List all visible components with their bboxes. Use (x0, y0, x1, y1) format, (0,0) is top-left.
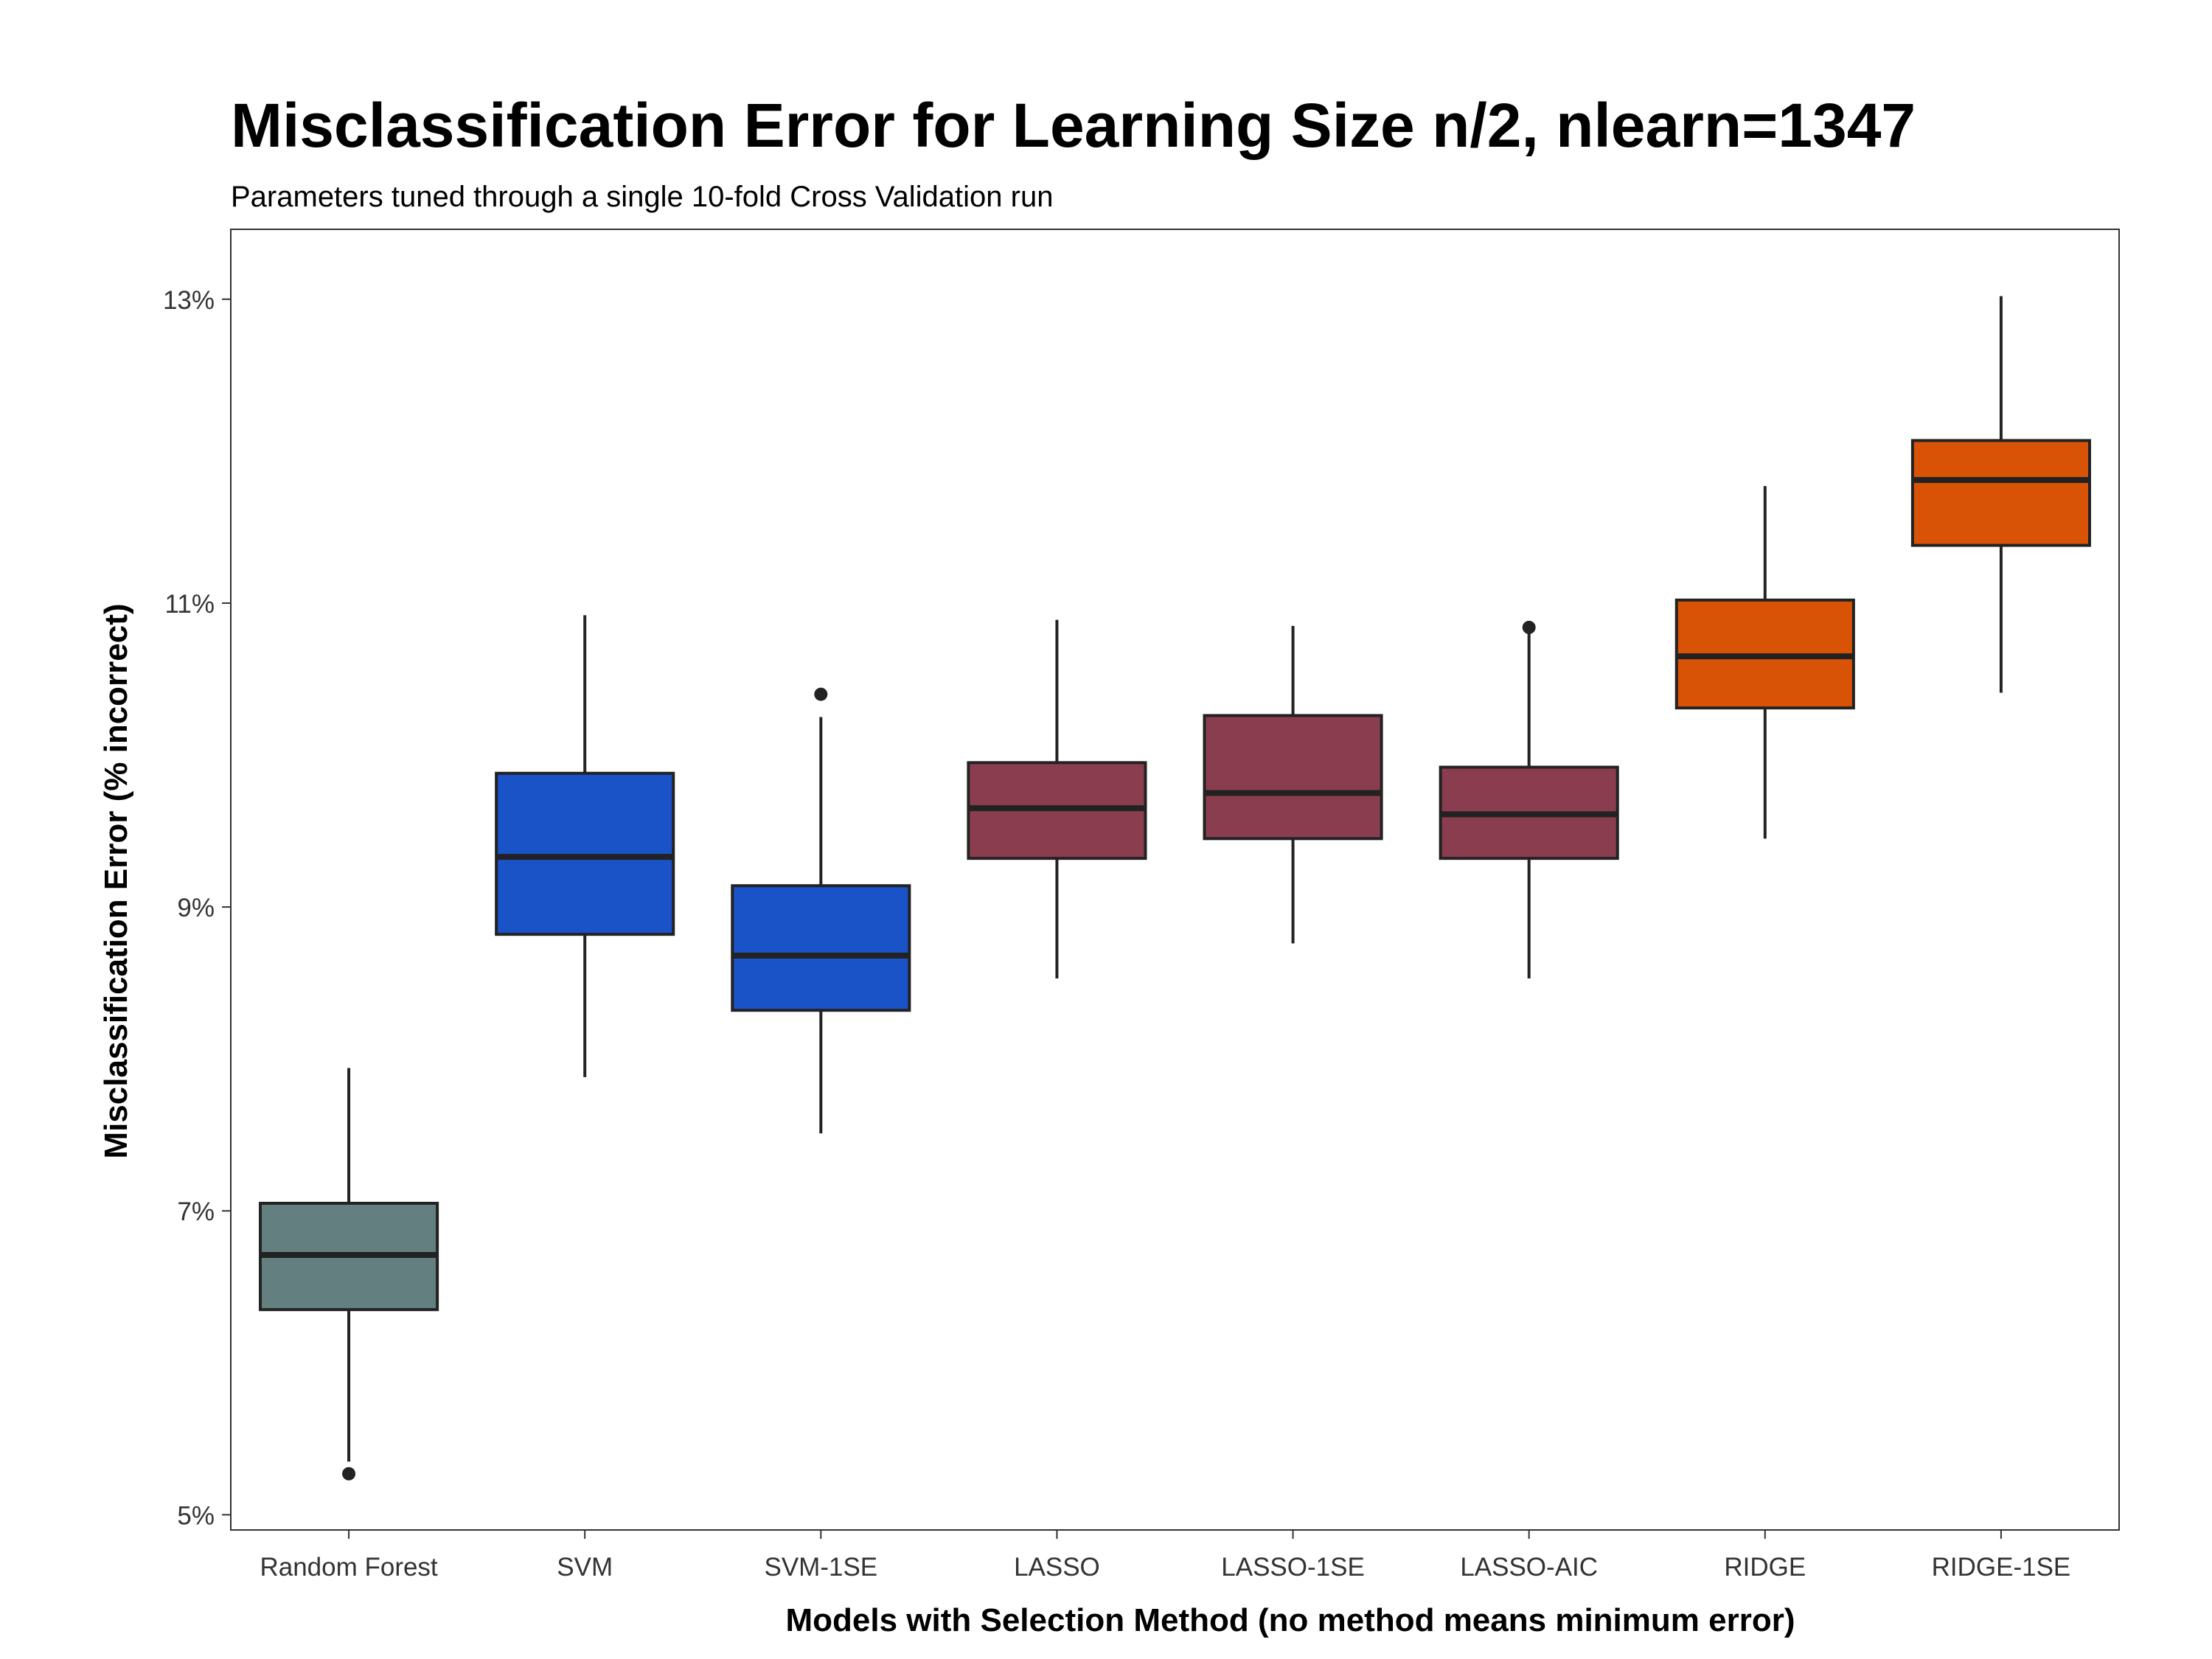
chart-subtitle: Parameters tuned through a single 10-fol… (231, 181, 1054, 213)
y-tick-label: 5% (177, 1501, 215, 1530)
x-tick-label: LASSO (1014, 1553, 1100, 1582)
outlier-point (814, 687, 828, 701)
y-tick-label: 11% (165, 590, 215, 619)
x-axis-label: Models with Selection Method (no method … (785, 1602, 1795, 1638)
x-tick-label: Random Forest (260, 1553, 437, 1582)
x-tick-label: RIDGE (1724, 1553, 1806, 1582)
box (495, 771, 675, 936)
plot-panel-border (230, 229, 2120, 1531)
outlier-point (342, 1467, 356, 1481)
chart-title: Misclassification Error for Learning Siz… (231, 91, 1916, 160)
x-tick-label: LASSO-1SE (1221, 1553, 1365, 1582)
x-tick-label: RIDGE-1SE (1932, 1553, 2071, 1582)
x-tick-label: SVM-1SE (764, 1553, 877, 1582)
x-tick-label: SVM (557, 1553, 613, 1582)
x-tick-label: LASSO-AIC (1460, 1553, 1598, 1582)
box (1203, 714, 1383, 841)
y-tick-label: 13% (163, 286, 215, 315)
y-axis-label: Misclassification Error (% incorrect) (98, 603, 134, 1159)
outlier-point (1522, 620, 1536, 634)
y-tick-label: 9% (177, 894, 215, 922)
y-tick-label: 7% (177, 1197, 215, 1226)
box (1910, 439, 2091, 547)
box (731, 884, 911, 1012)
